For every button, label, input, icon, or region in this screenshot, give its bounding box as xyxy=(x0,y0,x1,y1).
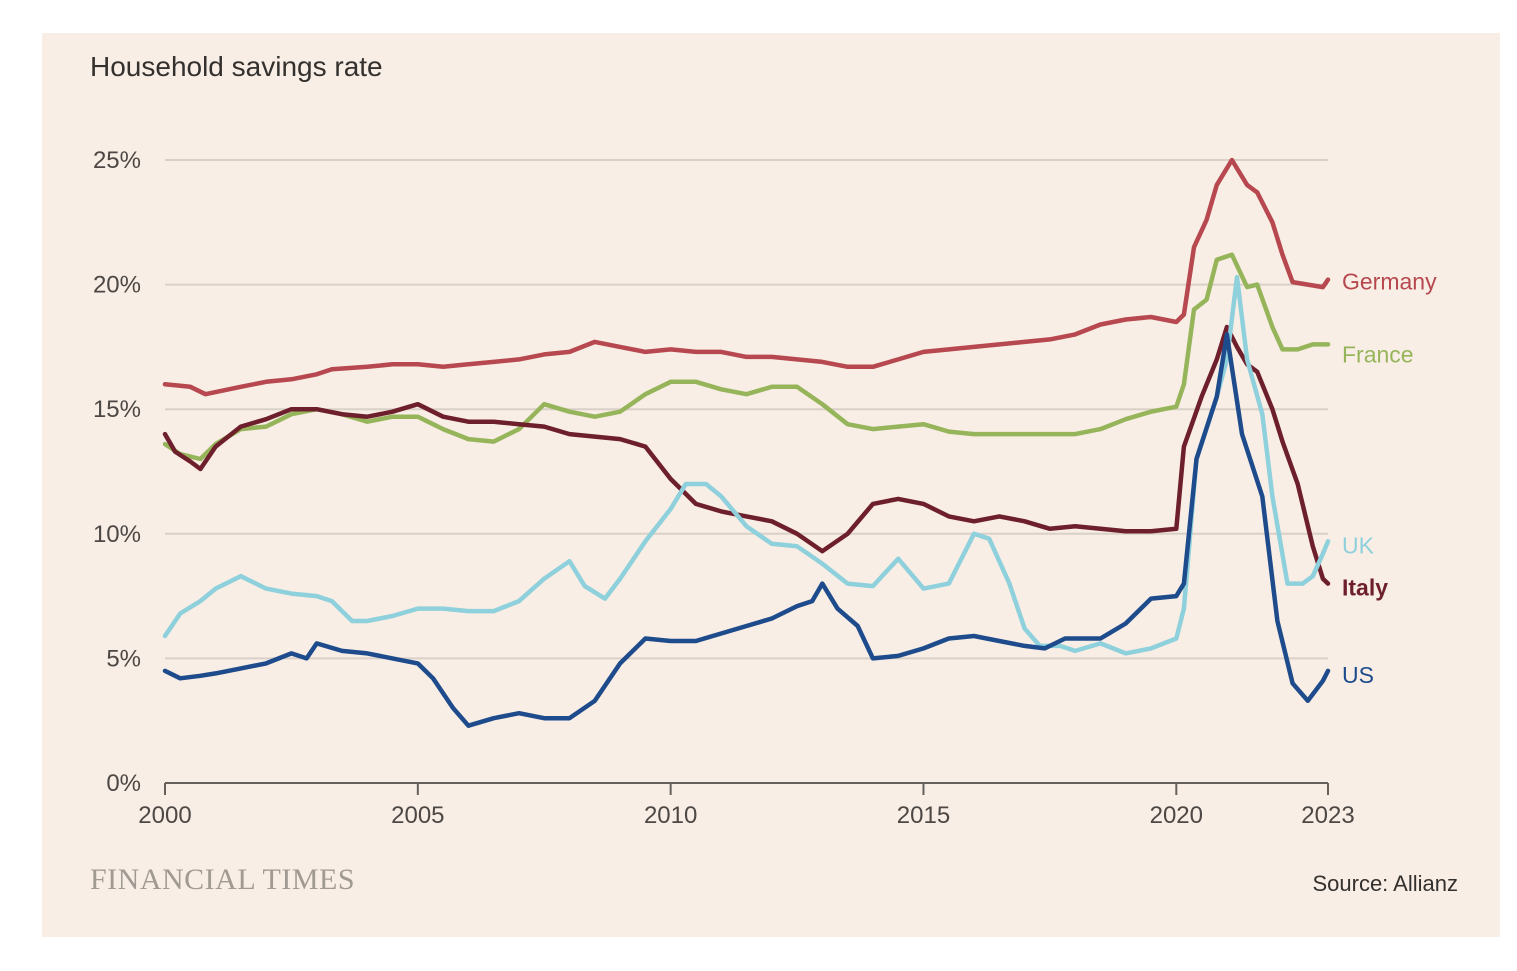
x-tick-label: 2015 xyxy=(897,802,950,829)
ft-logo: FINANCIAL TIMES xyxy=(90,863,356,896)
x-tick-label: 2020 xyxy=(1150,802,1203,829)
series-label-italy: Italy xyxy=(1342,575,1388,601)
x-tick-label: 2005 xyxy=(391,802,444,829)
x-tick-label: 2010 xyxy=(644,802,697,829)
series-line-germany xyxy=(162,157,1331,397)
chart-title: Household savings rate xyxy=(90,51,383,82)
y-tick-label: 5% xyxy=(106,645,141,672)
y-tick-label: 0% xyxy=(106,770,141,797)
series-label-us: US xyxy=(1342,662,1374,688)
series-label-uk: UK xyxy=(1342,532,1375,558)
y-tick-label: 15% xyxy=(93,396,141,423)
series-labels: Germany France Italy UK US xyxy=(1342,269,1437,688)
series-line-us xyxy=(162,332,1331,728)
series-line-italy xyxy=(162,324,1331,586)
x-tick-label: 2023 xyxy=(1301,802,1354,829)
grid-lines xyxy=(165,159,1328,660)
y-tick-label: 10% xyxy=(93,521,141,548)
series-lines xyxy=(162,157,1331,728)
series-line-france xyxy=(162,252,1331,462)
axes: 0% 5% 10% 15% 20% 25% 2000 2005 2010 2015 2020 2023 xyxy=(93,147,1355,829)
line-chart: 0% 5% 10% 15% 20% 25% 2000 2005 2010 2015 2020 2023… xyxy=(93,147,1437,829)
chart-panel: Household savings rate 0% 5% 10% 15% 20% 25% 2… xyxy=(42,33,1500,937)
series-label-france: France xyxy=(1342,341,1414,367)
source-note: Source: Allianz xyxy=(1312,871,1458,896)
x-tick-label: 2000 xyxy=(138,802,191,829)
y-tick-label: 25% xyxy=(93,147,141,174)
y-tick-label: 20% xyxy=(93,272,141,299)
series-label-germany: Germany xyxy=(1342,269,1437,295)
